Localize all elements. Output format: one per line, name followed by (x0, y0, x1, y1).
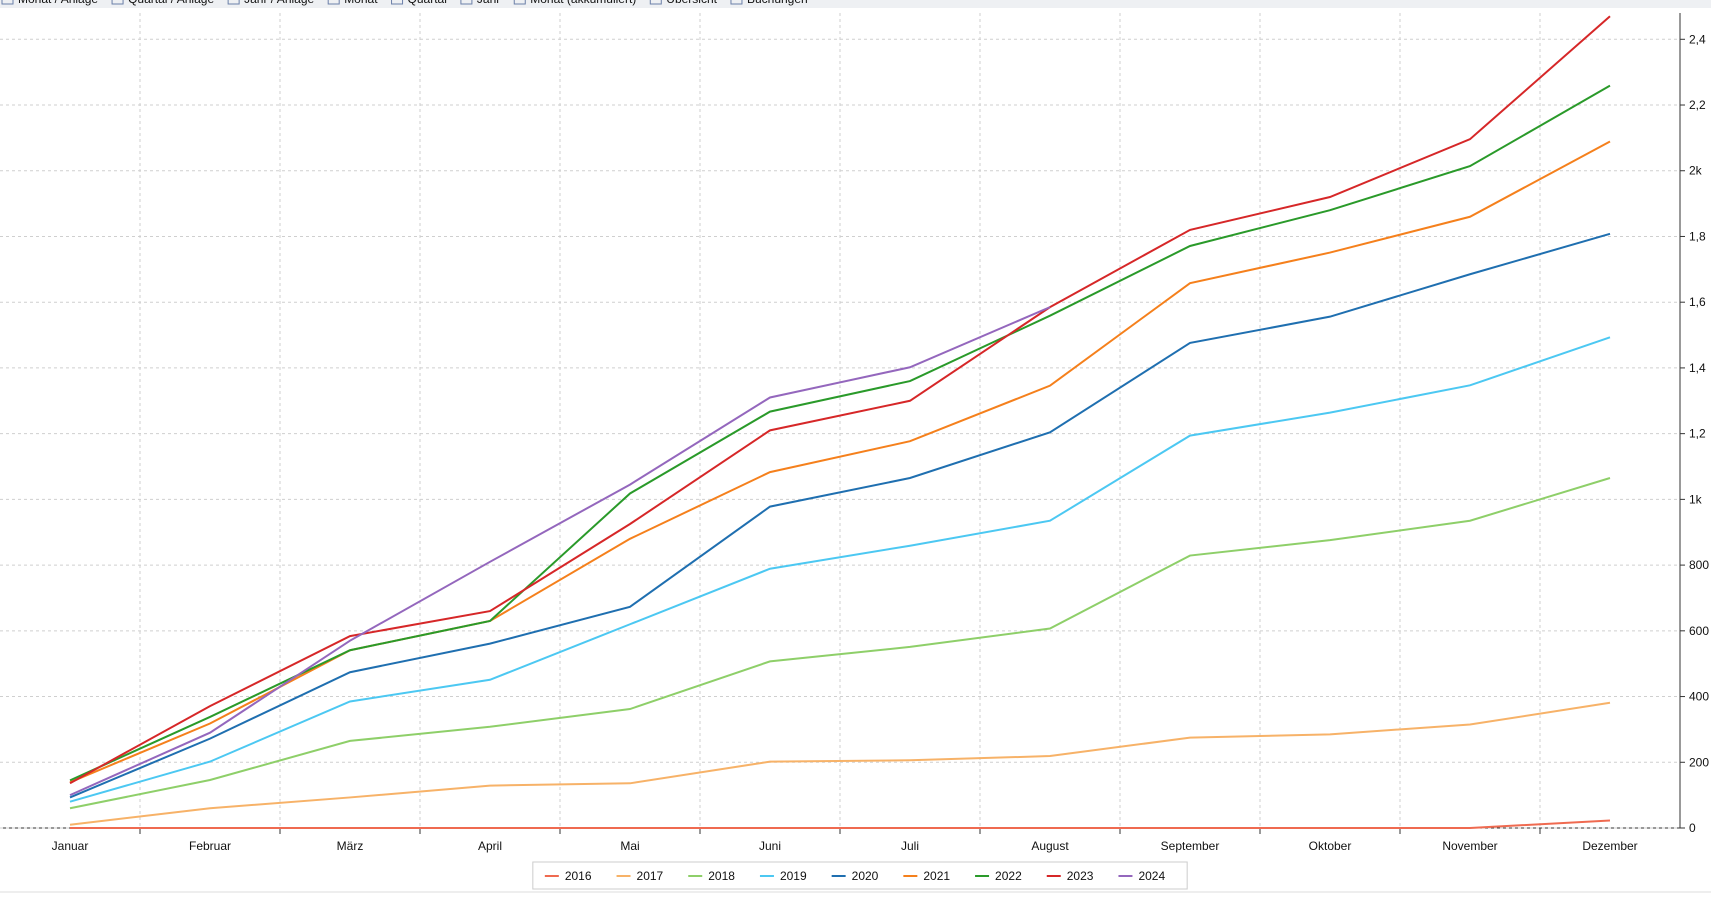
vertical-grid (139, 13, 1541, 828)
series-line (69, 232, 1611, 799)
tab[interactable]: Quartal (408, 0, 447, 6)
y-tick-label: 0 (1689, 821, 1696, 835)
tab[interactable]: Buchungen (747, 0, 808, 6)
tab[interactable]: Quartal / Anlage (128, 0, 214, 6)
tab-icon (460, 0, 473, 5)
series-line (69, 15, 1611, 785)
x-tick-label: April (478, 839, 502, 853)
y-tick-label: 800 (1689, 558, 1709, 572)
legend-label: 2024 (1138, 869, 1165, 883)
series-line (69, 84, 1611, 782)
legend-label: 2023 (1067, 869, 1094, 883)
tab-icon (730, 0, 743, 5)
tab[interactable]: Monat (akkumuliert) (530, 0, 636, 6)
x-tick-label: Mai (620, 839, 639, 853)
y-tick-label: 600 (1689, 624, 1709, 638)
legend-box (532, 861, 1188, 890)
tab[interactable]: Monat / Anlage (18, 0, 98, 6)
x-tick-label: Oktober (1309, 839, 1352, 853)
tab-icon (513, 0, 526, 5)
series-line (69, 306, 1051, 797)
x-tick-label: November (1442, 839, 1497, 853)
y-tick-label: 1,8 (1689, 229, 1706, 243)
y-tick-label: 2,4 (1689, 32, 1706, 46)
y-tick-label: 1,6 (1689, 295, 1706, 309)
tab[interactable]: Monat (344, 0, 378, 6)
tab[interactable]: Übersicht (666, 0, 717, 6)
legend-label: 2016 (565, 869, 592, 883)
x-tick-label: März (337, 839, 364, 853)
x-tick-label: Juni (759, 839, 781, 853)
y-tick-label: 2,2 (1689, 98, 1706, 112)
x-tick-label: Juli (901, 839, 919, 853)
series-line (70, 819, 1611, 829)
x-tick-label: Februar (189, 839, 231, 853)
x-tick-label: September (1161, 839, 1220, 853)
tab-icon (1, 0, 14, 5)
tab-icon (111, 0, 124, 5)
tab-icon (391, 0, 404, 5)
legend-label: 2022 (995, 869, 1022, 883)
y-tick-label: 2k (1689, 164, 1703, 178)
y-tick-label: 400 (1689, 690, 1709, 704)
series-line (69, 701, 1611, 826)
y-tick-label: 200 (1689, 755, 1709, 769)
tab-icon (649, 0, 662, 5)
series-line (69, 477, 1611, 810)
tab-icon (327, 0, 340, 5)
tab-bar (0, 0, 1711, 8)
legend-label: 2020 (852, 869, 879, 883)
x-tick-label: August (1031, 839, 1069, 853)
x-tick-label: Dezember (1582, 839, 1637, 853)
series-line (69, 336, 1611, 803)
legend-label: 2019 (780, 869, 807, 883)
tab-icon (227, 0, 240, 5)
y-tick-label: 1,4 (1689, 361, 1706, 375)
x-tick-label: Januar (52, 839, 89, 853)
y-tick-label: 1,2 (1689, 427, 1706, 441)
legend-label: 2018 (708, 869, 735, 883)
legend: 2016 2017 2018 2019 2020 2021 2022 2023 2024 (532, 861, 1188, 890)
tab[interactable]: Jahr (477, 0, 500, 6)
legend-label: 2021 (923, 869, 950, 883)
legend-label: 2017 (637, 869, 664, 883)
tab[interactable]: Jahr / Anlage (244, 0, 314, 6)
y-tick-label: 1k (1689, 492, 1703, 506)
